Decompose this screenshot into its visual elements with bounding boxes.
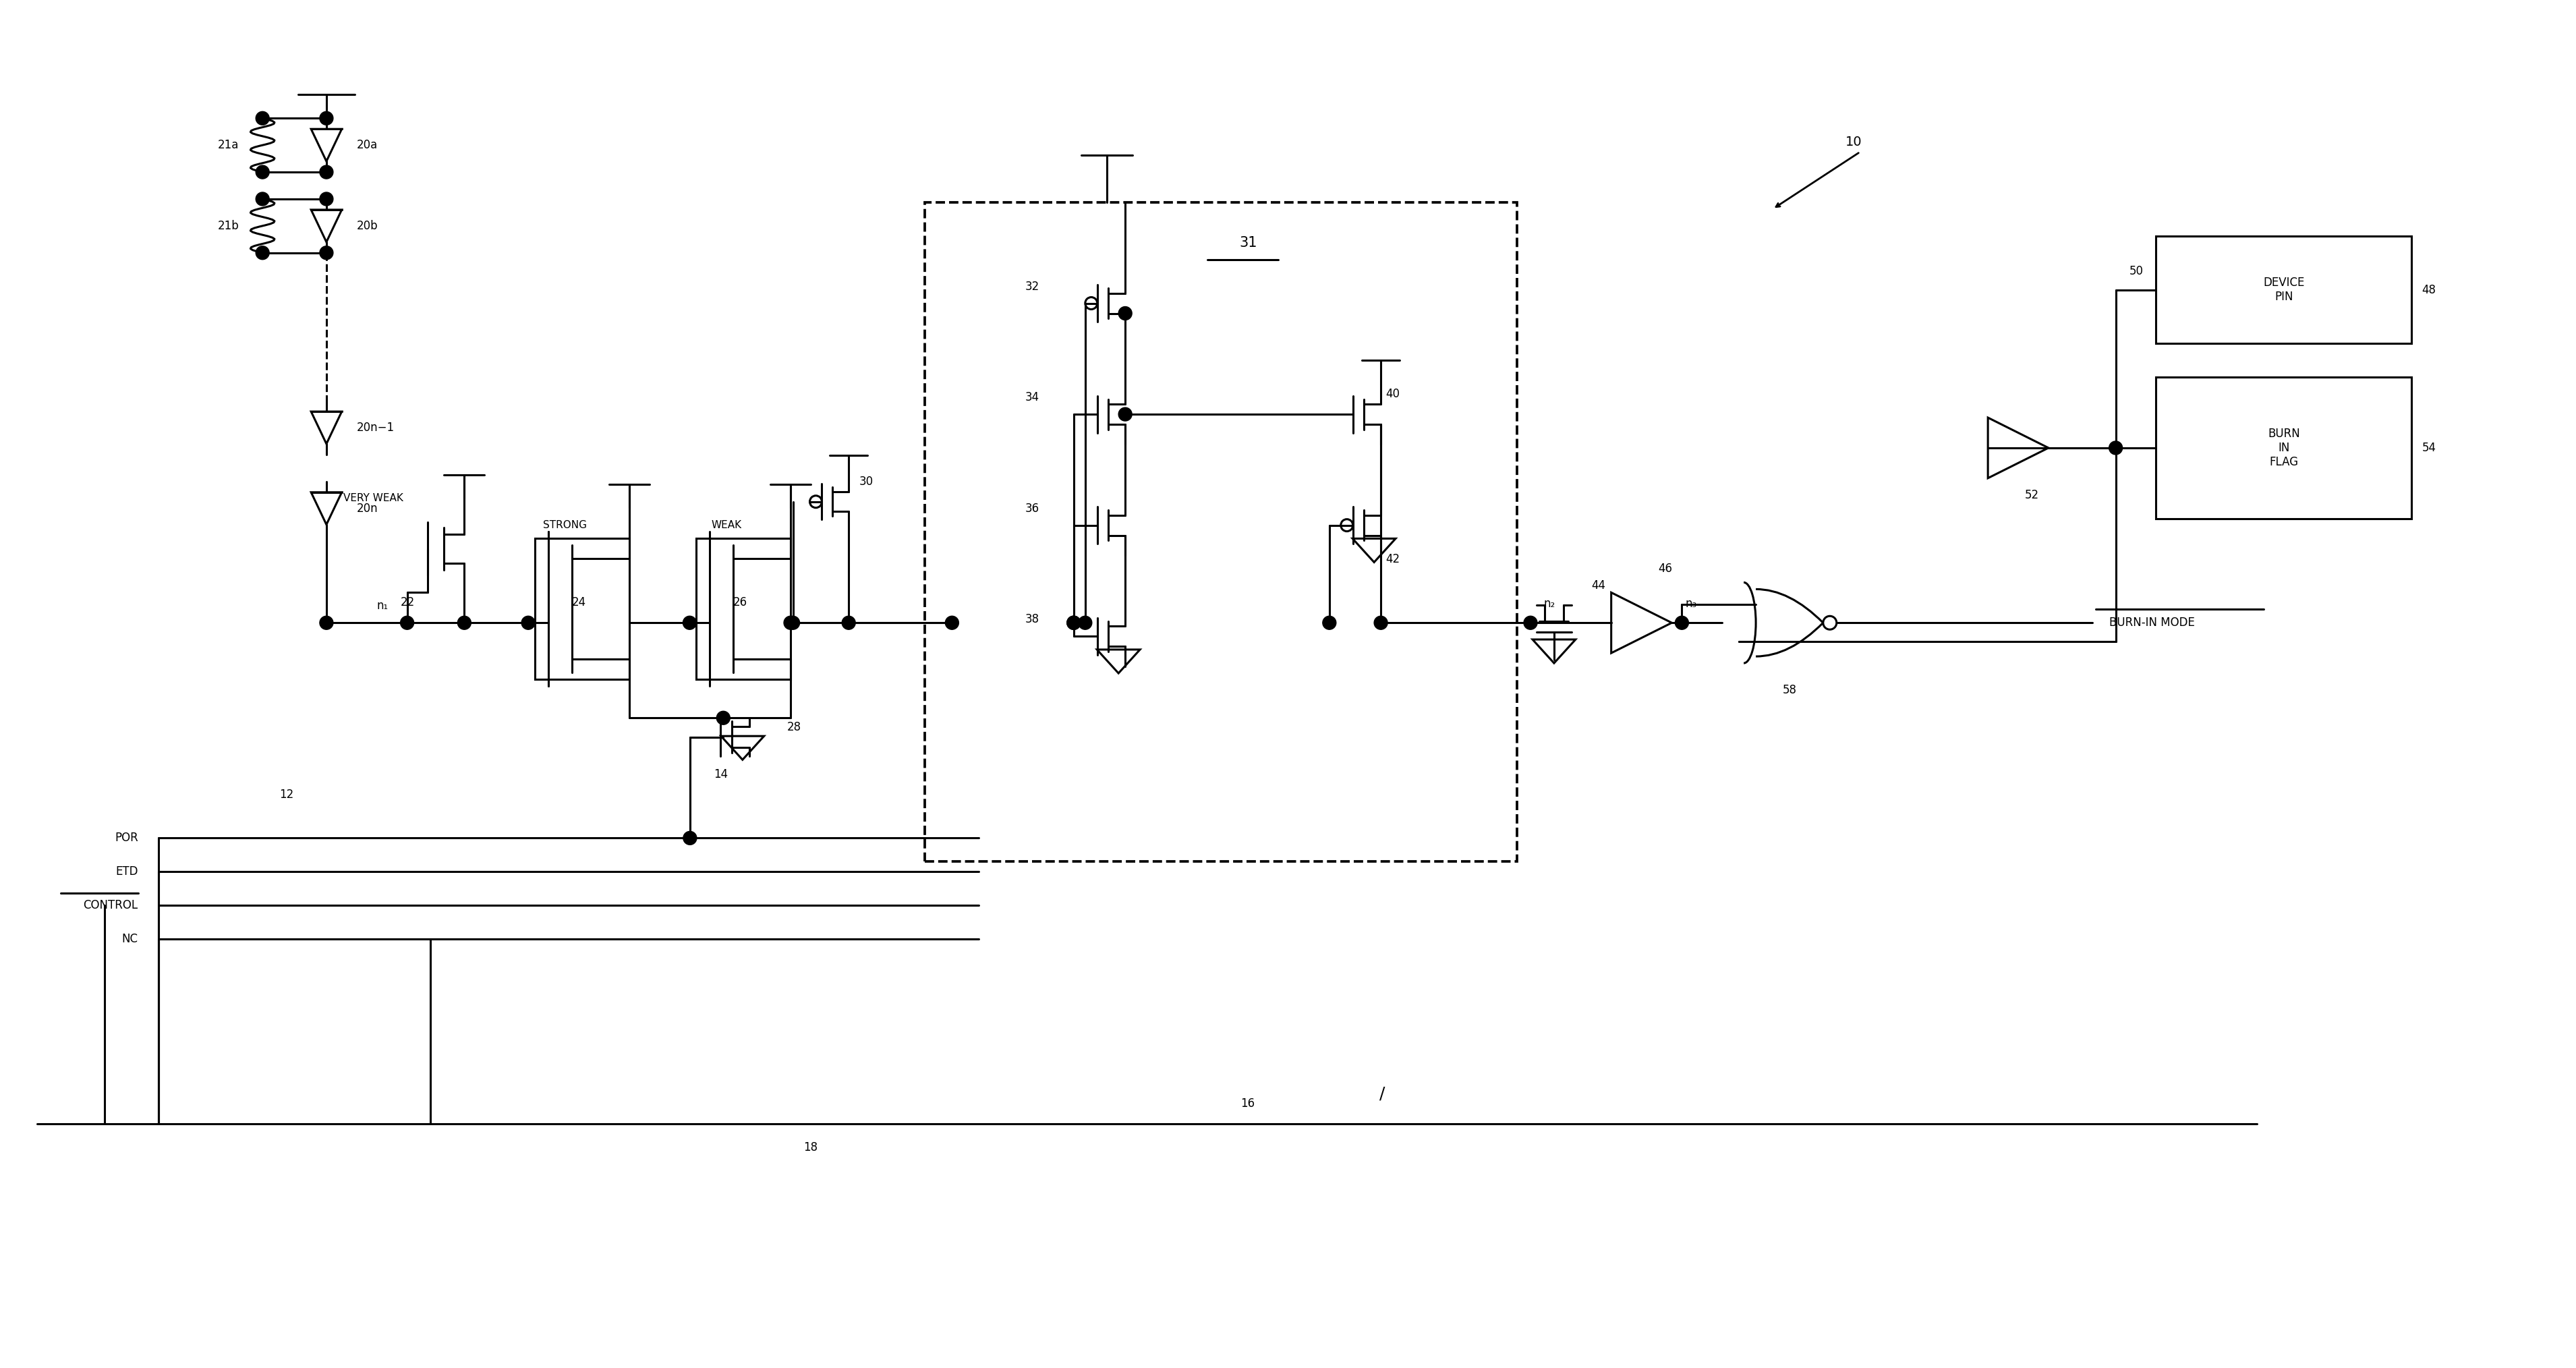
Text: 36: 36 — [1025, 502, 1041, 514]
Text: BURN-IN MODE: BURN-IN MODE — [2110, 617, 2195, 629]
Text: 38: 38 — [1025, 613, 1041, 625]
Text: STRONG: STRONG — [544, 520, 587, 531]
Text: CONTROL: CONTROL — [82, 899, 139, 911]
Circle shape — [1321, 616, 1337, 629]
Text: n₁: n₁ — [376, 601, 389, 611]
Circle shape — [1066, 616, 1079, 629]
Text: 30: 30 — [858, 476, 873, 487]
Circle shape — [683, 616, 696, 629]
Text: 50: 50 — [2130, 265, 2143, 278]
Circle shape — [1118, 306, 1131, 320]
Text: VERY WEAK: VERY WEAK — [343, 494, 404, 503]
Circle shape — [255, 246, 270, 260]
Circle shape — [255, 166, 270, 179]
Circle shape — [319, 166, 332, 179]
Circle shape — [1373, 616, 1388, 629]
Text: 16: 16 — [1242, 1097, 1255, 1109]
Text: 14: 14 — [714, 767, 729, 780]
Text: 22: 22 — [399, 596, 415, 609]
Text: POR: POR — [113, 832, 139, 844]
Circle shape — [683, 832, 696, 845]
Circle shape — [319, 616, 332, 629]
Text: DEVICE
PIN: DEVICE PIN — [2264, 276, 2306, 302]
Circle shape — [1525, 616, 1538, 629]
Circle shape — [459, 616, 471, 629]
Text: 32: 32 — [1025, 280, 1041, 293]
Text: ETD: ETD — [116, 866, 139, 878]
Circle shape — [1079, 616, 1092, 629]
Circle shape — [783, 616, 799, 629]
Text: 34: 34 — [1025, 391, 1041, 404]
Text: 20b: 20b — [355, 220, 379, 233]
Text: 42: 42 — [1386, 553, 1401, 565]
Text: 46: 46 — [1659, 562, 1672, 575]
Text: 21b: 21b — [216, 220, 240, 233]
Circle shape — [1674, 616, 1690, 629]
Text: 40: 40 — [1386, 389, 1399, 399]
Circle shape — [319, 112, 332, 124]
Circle shape — [786, 616, 799, 629]
Circle shape — [255, 112, 270, 124]
Text: 44: 44 — [1592, 580, 1605, 592]
Text: 52: 52 — [2025, 488, 2038, 501]
Circle shape — [2110, 440, 2123, 454]
Bar — [925, 202, 1517, 862]
Circle shape — [842, 616, 855, 629]
Text: 20n−1: 20n−1 — [355, 421, 394, 434]
Text: 20n: 20n — [355, 502, 379, 514]
Text: n₃: n₃ — [1685, 598, 1698, 610]
Text: 10: 10 — [1844, 135, 1862, 148]
Circle shape — [1118, 408, 1131, 421]
Text: 48: 48 — [2421, 283, 2437, 295]
Circle shape — [399, 616, 415, 629]
Text: 12: 12 — [278, 788, 294, 800]
Bar — [2156, 235, 2411, 343]
Text: 26: 26 — [734, 596, 747, 609]
Text: /: / — [1381, 1086, 1386, 1101]
Circle shape — [255, 193, 270, 205]
Circle shape — [1066, 616, 1079, 629]
Circle shape — [319, 246, 332, 260]
Circle shape — [319, 193, 332, 205]
Text: 24: 24 — [572, 596, 585, 609]
Circle shape — [945, 616, 958, 629]
Circle shape — [520, 616, 536, 629]
Text: 18: 18 — [804, 1141, 817, 1153]
Text: n₂: n₂ — [1543, 598, 1556, 610]
Text: NC: NC — [121, 933, 139, 945]
Text: 20a: 20a — [355, 140, 379, 152]
Text: 21a: 21a — [219, 140, 240, 152]
Text: 54: 54 — [2421, 442, 2437, 454]
Circle shape — [1066, 616, 1079, 629]
Bar — [696, 538, 791, 680]
Text: 28: 28 — [788, 721, 801, 733]
Text: BURN
IN
FLAG: BURN IN FLAG — [2267, 428, 2300, 468]
Circle shape — [716, 711, 729, 725]
Text: 31: 31 — [1239, 235, 1257, 249]
Bar — [2156, 378, 2411, 518]
Bar — [536, 538, 629, 680]
Text: 58: 58 — [1783, 684, 1795, 696]
Text: WEAK: WEAK — [711, 520, 742, 531]
